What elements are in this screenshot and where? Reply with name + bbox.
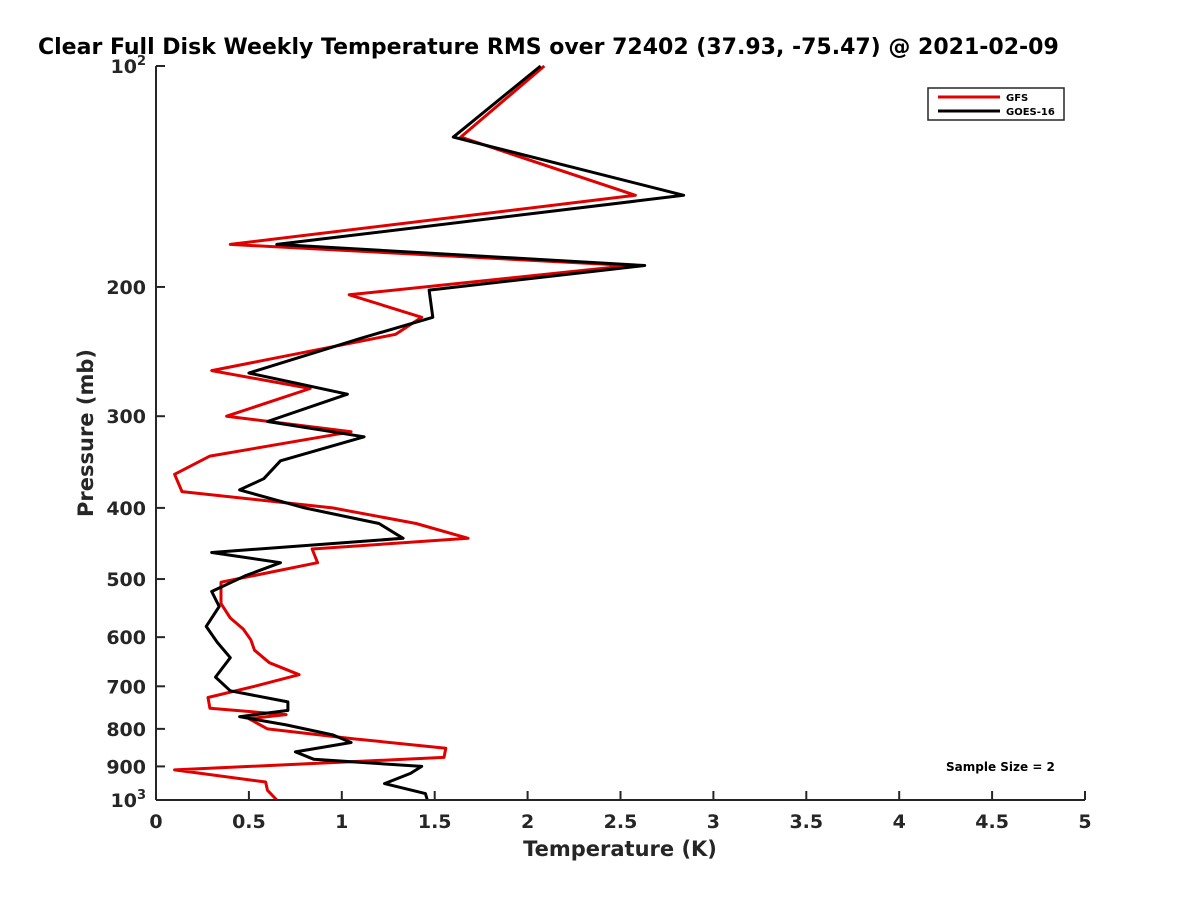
y-axis-label: Pressure (mb) [74,349,98,517]
x-tick-label: 3 [707,811,720,833]
x-tick-label: 0 [149,811,162,833]
y-tick-label: 700 [106,676,146,698]
x-tick-label: 1.5 [418,811,452,833]
legend-label-goes16: GOES-16 [1006,107,1055,118]
x-ticks: 0 0.5 1 1.5 2 2.5 3 3.5 4 4.5 5 [149,791,1092,833]
axes [155,66,1085,801]
plot-lines [173,64,686,802]
x-tick-label: 3.5 [789,811,823,833]
y-tick-label: 600 [106,627,146,649]
y-tick-label: 500 [106,569,146,591]
x-tick-label: 0.5 [232,811,266,833]
y-tick-label: 200 [106,277,146,299]
x-tick-label: 2.5 [604,811,638,833]
y-tick-label: 300 [106,406,146,428]
y-tick-label: 800 [106,719,146,741]
x-tick-label: 2 [521,811,534,833]
x-tick-label: 4.5 [975,811,1009,833]
x-tick-label: 1 [335,811,348,833]
y-ticks: 102 200 300 400 500 600 700 800 900 103 [106,54,165,812]
legend-label-gfs: GFS [1006,93,1028,104]
sample-size-annotation: Sample Size = 2 [946,760,1055,774]
series-line-goes-16 [204,64,686,801]
y-tick-label: 102 [111,54,147,78]
x-tick-label: 4 [893,811,906,833]
x-tick-label: 5 [1078,811,1091,833]
chart-title: Clear Full Disk Weekly Temperature RMS o… [38,35,1059,60]
y-tick-label: 900 [106,756,146,778]
y-tick-label: 400 [106,498,146,520]
x-axis-label: Temperature (K) [523,837,717,861]
legend-box [927,87,1065,121]
legend: GFS GOES-16 [927,87,1065,121]
series-line-gfs [173,64,637,802]
y-tick-label: 103 [111,788,147,812]
